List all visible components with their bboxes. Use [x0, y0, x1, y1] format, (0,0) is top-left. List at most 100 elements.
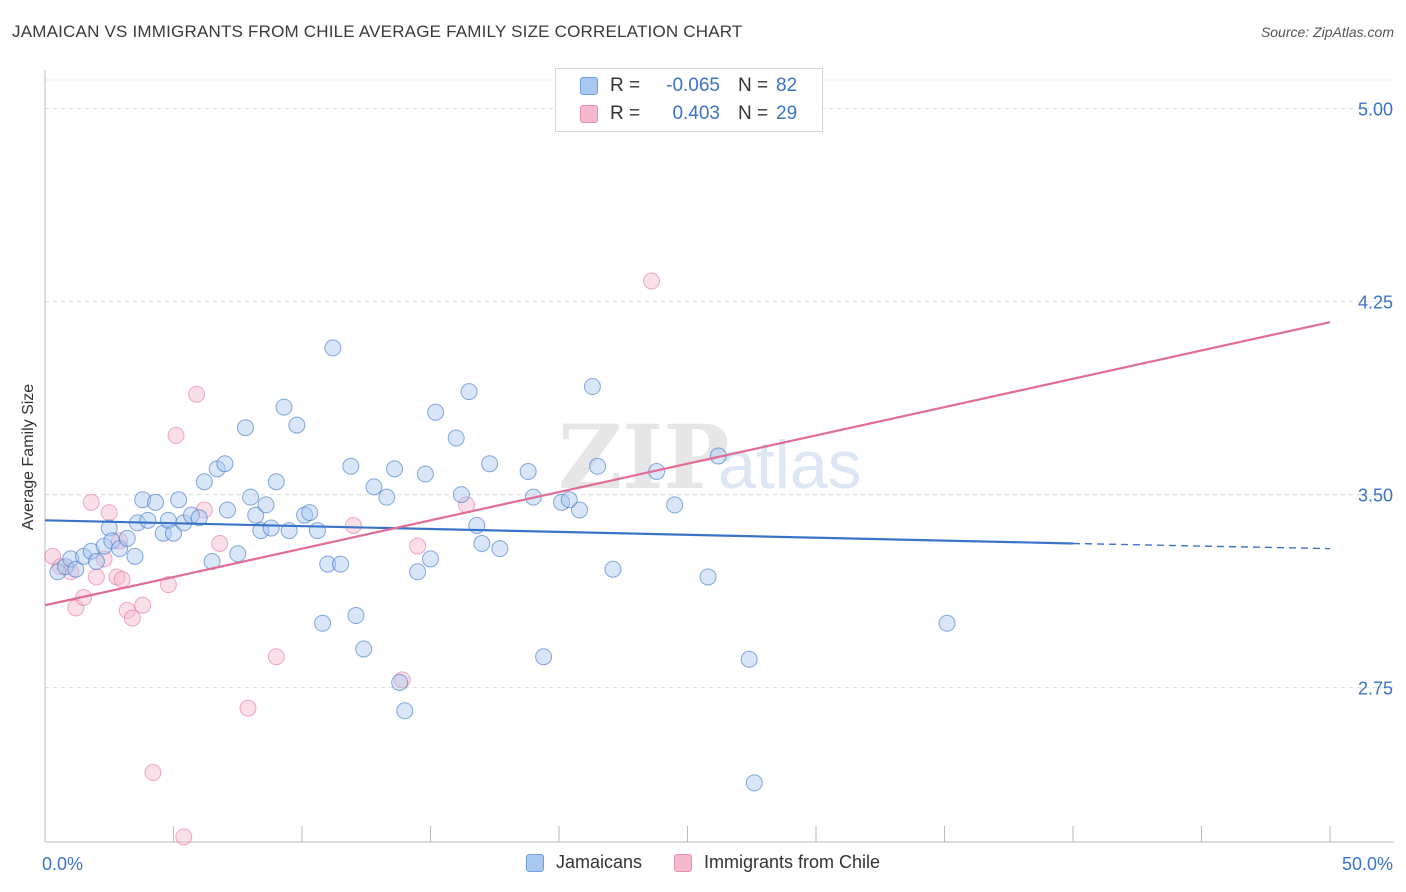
- r-value: -0.065: [666, 75, 720, 96]
- jamaicans-point: [560, 491, 578, 509]
- jamaicans-point: [319, 555, 337, 573]
- jamaicans-point: [447, 429, 465, 447]
- jamaicans-point: [519, 462, 537, 480]
- jamaicans-point: [604, 560, 622, 578]
- grid-lines: [45, 79, 1394, 689]
- jamaicans-point: [118, 529, 136, 547]
- jamaicans-point: [147, 493, 165, 511]
- jamaicans-point: [347, 607, 365, 625]
- jamaicans-point: [301, 504, 319, 522]
- chile-point: [123, 609, 141, 627]
- jamaicans-point: [460, 383, 478, 401]
- jamaicans-point: [216, 455, 234, 473]
- chile-swatch: [580, 105, 598, 123]
- jamaicans-point: [262, 519, 280, 537]
- jamaicans-point: [126, 547, 144, 565]
- jamaicans-point: [82, 542, 100, 560]
- legend-row-jamaicans: R = -0.065 N = 82: [556, 73, 797, 99]
- chile-point: [134, 596, 152, 614]
- n-label: N =: [738, 75, 769, 96]
- jamaicans-point: [67, 560, 85, 578]
- jamaicans-point: [252, 522, 270, 540]
- y-axis-label: Average Family Size: [20, 384, 37, 531]
- x-tick-label: 0.0%: [42, 854, 83, 874]
- y-tick-labels: 2.75 3.50 4.25 5.00: [1358, 100, 1393, 699]
- jamaicans-point: [342, 457, 360, 475]
- jamaicans-point: [324, 339, 342, 357]
- jamaicans-point: [62, 550, 80, 568]
- chile-point: [188, 385, 206, 403]
- n-value: 82: [776, 75, 798, 96]
- jamaicans-point: [491, 540, 509, 558]
- jamaicans-point: [332, 555, 350, 573]
- y-tick-label: 5.00: [1358, 100, 1393, 120]
- jamaicans-point: [571, 501, 589, 519]
- n-label: N =: [738, 103, 769, 124]
- jamaicans-point: [666, 496, 684, 514]
- chart-source: Source: ZipAtlas.com: [1260, 24, 1394, 40]
- jamaicans-point: [589, 457, 607, 475]
- chile-swatch: [674, 853, 692, 872]
- jamaicans-point: [247, 506, 265, 524]
- jamaicans-point: [165, 524, 182, 542]
- legend-item-chile: Immigrants from Chile: [674, 852, 880, 873]
- chile-point: [144, 764, 162, 782]
- r-label: R =: [610, 103, 641, 124]
- x-tick-labels: 0.0% 50.0%: [42, 854, 1393, 874]
- jamaicans-point: [745, 774, 763, 792]
- jamaicans-point: [275, 398, 293, 416]
- chile-point: [100, 504, 118, 522]
- jamaicans-point: [422, 550, 439, 568]
- chile-point: [108, 568, 126, 586]
- jamaicans-point: [427, 403, 445, 421]
- jamaicans-point: [409, 563, 427, 581]
- legend-label-chile: Immigrants from Chile: [704, 852, 881, 872]
- chile-point: [175, 828, 193, 846]
- r-label: R =: [610, 75, 641, 96]
- jamaicans-point: [699, 568, 717, 586]
- jamaicans-point: [386, 460, 404, 478]
- jamaicans-point: [296, 506, 314, 524]
- y-tick-label: 4.25: [1358, 293, 1393, 313]
- jamaicans-swatch: [580, 77, 598, 95]
- chile-point: [87, 568, 105, 586]
- watermark: ZIP atlas: [558, 405, 862, 509]
- chile-point: [159, 576, 177, 594]
- jamaicans-trend-line: [44, 519, 1074, 545]
- chile-point: [62, 563, 80, 581]
- jamaicans-point: [481, 455, 499, 473]
- legend-item-jamaicans: Jamaicans: [525, 852, 642, 873]
- jamaicans-point: [378, 488, 396, 506]
- legend-row-chile: R = 0.403 N = 29: [556, 101, 797, 127]
- jamaicans-point: [416, 465, 434, 483]
- chile-point: [82, 493, 100, 511]
- jamaicans-point: [396, 702, 414, 720]
- watermark-zip: ZIP: [558, 405, 730, 509]
- chile-point: [643, 272, 661, 290]
- chile-point: [167, 426, 185, 444]
- jamaicans-point: [391, 673, 409, 691]
- correlation-legend: R = -0.065 N = 82 R = 0.403 N = 29: [555, 68, 823, 132]
- jamaicans-point: [355, 640, 373, 658]
- jamaicans-point: [257, 496, 275, 514]
- chile-point: [211, 534, 229, 552]
- y-tick-label: 2.75: [1358, 679, 1393, 699]
- chile-point: [239, 699, 257, 717]
- jamaicans-point: [139, 511, 157, 529]
- trend-lines: [44, 321, 1331, 607]
- chart-title: JAMAICAN VS IMMIGRANTS FROM CHILE AVERAG…: [12, 22, 743, 41]
- series-jamaicans-points: [49, 339, 956, 792]
- chile-point: [113, 571, 131, 589]
- jamaicans-point: [229, 545, 247, 563]
- jamaicans-point: [190, 509, 208, 527]
- series-legend: Jamaicans Immigrants from Chile: [0, 852, 1406, 873]
- jamaicans-point: [242, 488, 260, 506]
- jamaicans-point: [236, 419, 254, 437]
- jamaicans-point: [154, 524, 172, 542]
- jamaicans-point: [314, 614, 332, 632]
- jamaicans-point: [535, 648, 553, 666]
- jamaicans-point: [365, 478, 383, 496]
- series-chile-points: [44, 272, 661, 846]
- jamaicans-point: [267, 473, 285, 491]
- jamaicans-point: [170, 491, 188, 509]
